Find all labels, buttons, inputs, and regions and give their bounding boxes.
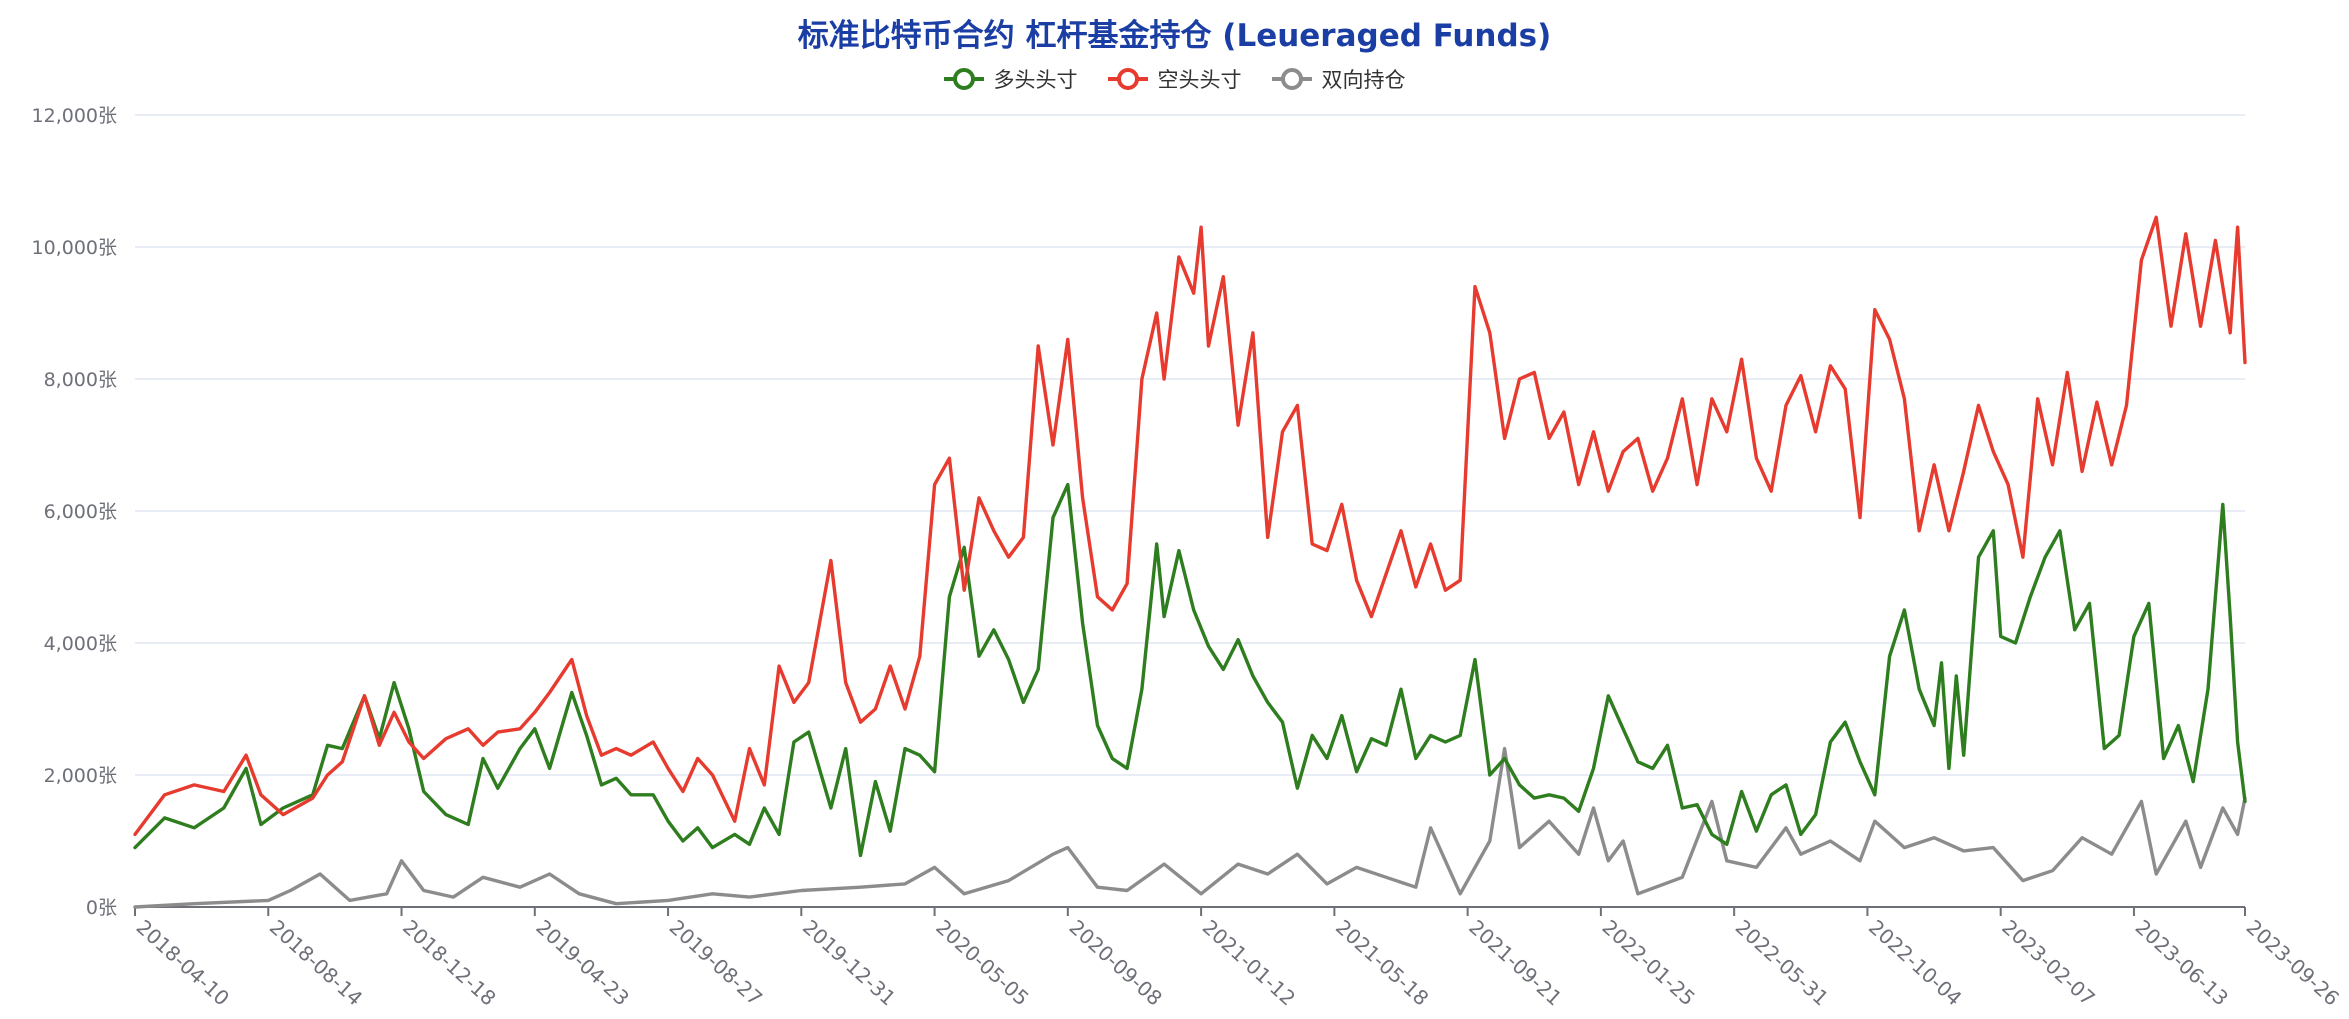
x-tick-label: 2019-08-27 xyxy=(665,915,767,1011)
x-tick-label: 2023-09-26 xyxy=(2242,915,2344,1011)
y-tick-label: 4,000张 xyxy=(44,633,117,655)
x-tick-label: 2019-04-23 xyxy=(531,915,633,1011)
legend-marker-spread-icon xyxy=(1271,68,1312,90)
y-tick-label: 8,000张 xyxy=(44,369,117,391)
x-tick-label: 2022-01-25 xyxy=(1598,915,1700,1011)
legend-label-spread: 双向持仓 xyxy=(1321,68,1406,92)
y-tick-label: 12,000张 xyxy=(32,105,117,127)
x-tick-label: 2018-08-14 xyxy=(265,915,367,1011)
legend-marker-long-icon xyxy=(943,68,984,90)
x-tick-label: 2022-10-04 xyxy=(1864,915,1966,1011)
series-line-2 xyxy=(133,746,2247,909)
legend-item-long[interactable]: 多头头寸 xyxy=(943,64,1078,94)
y-tick-label: 10,000张 xyxy=(32,237,117,259)
legend-label-short: 空头头寸 xyxy=(1157,68,1242,92)
legend: 多头头寸 空头头寸 双向持仓 xyxy=(0,64,2349,94)
y-tick-label: 0张 xyxy=(86,897,117,919)
x-tick-label: 2019-12-31 xyxy=(798,915,900,1011)
x-tick-label: 2021-05-18 xyxy=(1331,915,1433,1011)
chart-title: 标准比特币合约 杠杆基金持仓 (Leueraged Funds) xyxy=(797,18,1552,54)
x-tick-label: 2023-02-07 xyxy=(1997,915,2099,1011)
x-tick-label: 2020-05-05 xyxy=(931,915,1033,1011)
legend-item-spread[interactable]: 双向持仓 xyxy=(1271,64,1406,94)
x-tick-label: 2021-09-21 xyxy=(1464,915,1566,1011)
y-tick-label: 6,000张 xyxy=(44,501,117,523)
x-tick-label: 2018-04-10 xyxy=(132,915,234,1011)
x-tick-label: 2020-09-08 xyxy=(1064,915,1166,1011)
legend-marker-short-icon xyxy=(1107,68,1148,90)
x-tick-label: 2021-01-12 xyxy=(1198,915,1300,1011)
series-line-1 xyxy=(133,215,2247,837)
legend-label-long: 多头头寸 xyxy=(993,68,1078,92)
y-tick-label: 2,000张 xyxy=(44,765,117,787)
legend-item-short[interactable]: 空头头寸 xyxy=(1107,64,1242,94)
x-tick-label: 2023-06-13 xyxy=(2131,915,2233,1011)
series-line-0 xyxy=(133,482,2247,858)
x-tick-label: 2022-05-31 xyxy=(1731,915,1833,1011)
x-tick-label: 2018-12-18 xyxy=(398,915,500,1011)
